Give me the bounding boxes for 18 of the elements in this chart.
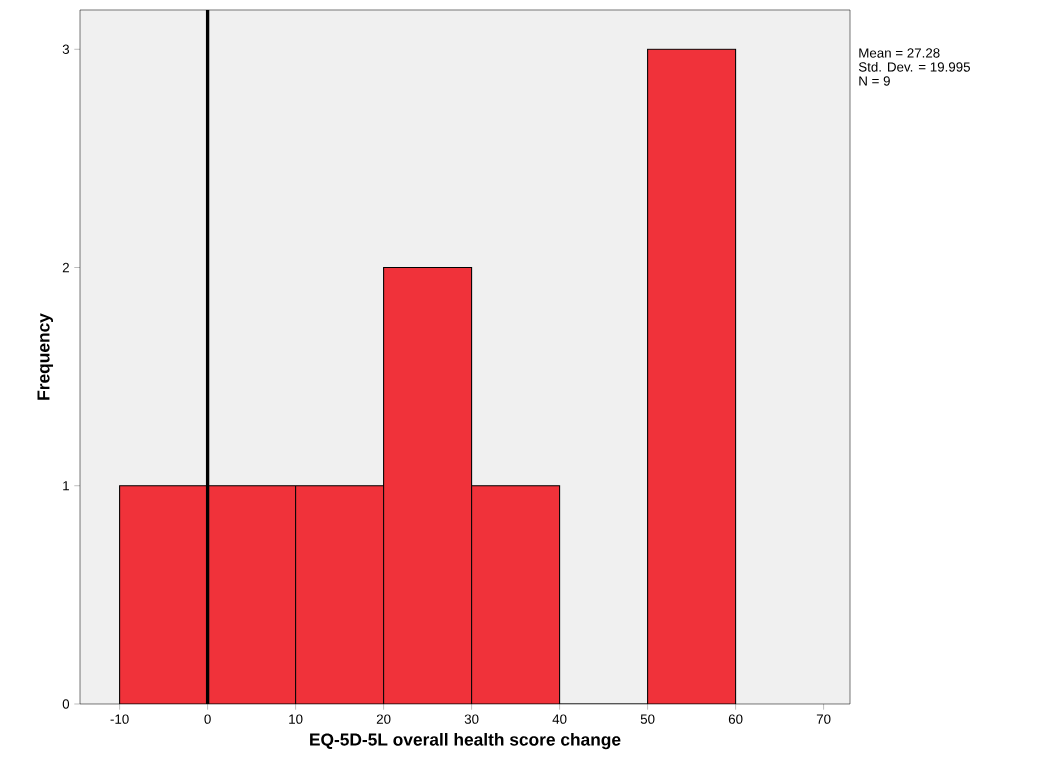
text: Mean = 27.28: [859, 48, 940, 58]
text: Std. Dev. = 19.995: [858, 61, 970, 72]
y-tick-label: 2: [62, 262, 69, 273]
x-tick-label: 60: [728, 714, 743, 724]
x-tick-label: 70: [816, 714, 831, 724]
x-tick-label: 40: [552, 714, 567, 724]
y-tick-label: 1: [63, 481, 69, 491]
y-tick-label: 3: [62, 44, 70, 54]
x-tick-label: 10: [289, 714, 303, 724]
x-tick-label: 30: [464, 714, 479, 724]
x-tick-label: 0: [204, 714, 211, 724]
text: N = 9: [859, 76, 890, 86]
x-tick-label: 50: [640, 714, 655, 724]
x-axis-title: EQ-5D-5L overall health score change: [310, 732, 621, 750]
x-tick-label: -10: [110, 714, 129, 724]
y-axis-title: Frequency: [37, 313, 54, 400]
x-tick-label: 20: [376, 714, 391, 724]
y-tick-label: 0: [62, 699, 70, 709]
